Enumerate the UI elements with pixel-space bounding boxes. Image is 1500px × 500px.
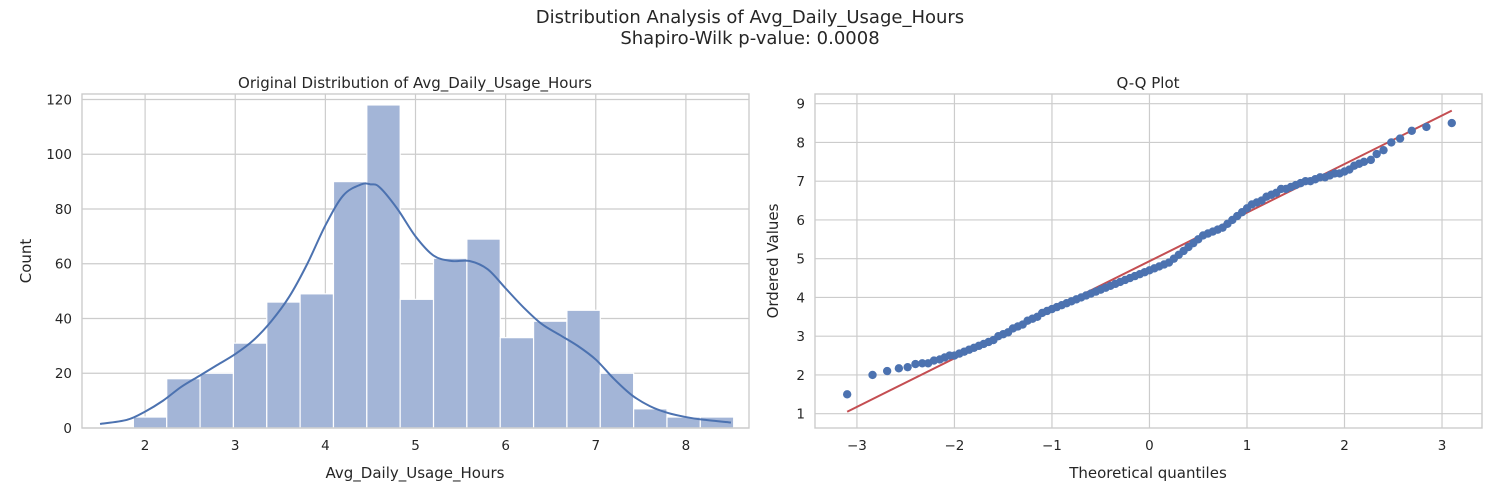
histogram-bar bbox=[432, 257, 468, 429]
histogram-bar bbox=[266, 301, 301, 429]
qq-plot-tick-labels: −3 −2 −1 0 1 2 3 1 2 3 4 5 6 7 8 9 bbox=[796, 97, 1446, 454]
histogram-x-tick-label: 8 bbox=[682, 438, 691, 454]
qq-plot-fit-line bbox=[846, 109, 1453, 413]
qq-plot-point bbox=[1379, 145, 1388, 155]
histogram-bar bbox=[299, 293, 335, 429]
histogram-bar bbox=[199, 372, 235, 429]
histogram-x-tick-label: 3 bbox=[231, 438, 240, 454]
histogram-bar bbox=[499, 337, 535, 429]
histogram-kde-line bbox=[99, 182, 732, 425]
histogram-title: Original Distribution of Avg_Daily_Usage… bbox=[238, 74, 592, 93]
histogram-bar bbox=[366, 104, 401, 429]
qq-plot-y-tick-label: 1 bbox=[796, 407, 805, 423]
histogram-x-tick-label: 6 bbox=[501, 438, 510, 454]
histogram-y-tick-label: 0 bbox=[63, 421, 72, 437]
histogram-y-tick-label: 120 bbox=[46, 92, 72, 108]
histogram-bar bbox=[332, 181, 368, 429]
histogram-x-tick-label: 5 bbox=[411, 438, 420, 454]
qq-plot-axes-border bbox=[814, 93, 1483, 429]
qq-plot-point bbox=[1359, 157, 1369, 167]
histogram-x-tick-label: 2 bbox=[141, 438, 150, 454]
histogram-axes-border bbox=[81, 93, 750, 429]
qq-plot-y-tick-label: 2 bbox=[796, 368, 805, 384]
qq-plot-y-tick-label: 6 bbox=[796, 213, 805, 229]
qq-plot-point bbox=[1387, 138, 1396, 147]
qq-plot-x-axis-label: Theoretical quantiles bbox=[1068, 464, 1227, 482]
qq-plot-point bbox=[894, 364, 904, 373]
histogram-bar bbox=[566, 309, 601, 429]
qq-plot-point bbox=[918, 359, 927, 368]
qq-plot-x-tick-label: −2 bbox=[944, 438, 964, 454]
histogram-x-tick-label: 7 bbox=[591, 438, 600, 454]
qq-plot-y-tick-label: 9 bbox=[796, 97, 805, 113]
histogram-y-tick-label: 60 bbox=[55, 257, 72, 273]
histogram-bar bbox=[399, 298, 435, 429]
histogram-y-tick-label: 100 bbox=[46, 147, 72, 163]
qq-plot-title: Q-Q Plot bbox=[1116, 74, 1179, 92]
qq-plot-point bbox=[903, 362, 912, 372]
qq-plot-point bbox=[868, 370, 877, 380]
qq-plot-y-tick-label: 7 bbox=[796, 174, 805, 190]
histogram-bars bbox=[132, 104, 735, 429]
qq-plot-x-tick-label: 0 bbox=[1145, 438, 1154, 454]
qq-plot-x-tick-label: −1 bbox=[1042, 438, 1062, 454]
figure-title-line-2: Shapiro-Wilk p-value: 0.0008 bbox=[620, 28, 880, 49]
qq-plot-point bbox=[1447, 118, 1456, 128]
qq-plot-grid bbox=[815, 94, 1482, 428]
histogram-bar bbox=[232, 342, 268, 429]
histogram-y-tick-label: 80 bbox=[55, 202, 72, 218]
histogram-bar bbox=[532, 320, 568, 429]
histogram-y-axis-label: Count bbox=[17, 239, 35, 284]
qq-plot-point bbox=[842, 390, 852, 399]
qq-plot-point bbox=[1407, 126, 1416, 136]
qq-plot-y-tick-label: 5 bbox=[796, 252, 805, 268]
qq-plot-point bbox=[1372, 149, 1381, 159]
qq-plot-y-tick-label: 4 bbox=[796, 290, 805, 306]
qq-plot-x-tick-label: 3 bbox=[1438, 438, 1447, 454]
figure-title-line-1: Distribution Analysis of Avg_Daily_Usage… bbox=[535, 7, 965, 28]
histogram-x-tick-label: 4 bbox=[321, 438, 330, 454]
histogram-x-axis-label: Avg_Daily_Usage_Hours bbox=[326, 464, 505, 483]
histogram-y-tick-label: 20 bbox=[55, 366, 72, 382]
qq-plot-reference-line bbox=[846, 109, 1453, 413]
qq-plot-point bbox=[911, 359, 920, 369]
histogram-y-tick-label: 40 bbox=[55, 311, 72, 327]
qq-plot-y-axis-label: Ordered Values bbox=[764, 203, 782, 318]
qq-plot-frame bbox=[814, 93, 1483, 429]
qq-plot-point bbox=[882, 366, 892, 376]
qq-plot-y-tick-label: 3 bbox=[796, 329, 805, 345]
qq-plot-x-tick-label: −3 bbox=[847, 438, 867, 454]
qq-plot-x-tick-label: 1 bbox=[1243, 438, 1252, 454]
qq-plot-point bbox=[1422, 122, 1431, 132]
qq-plot-point bbox=[1366, 155, 1376, 165]
qq-plot-points bbox=[842, 118, 1456, 399]
qq-plot-point bbox=[1395, 134, 1405, 143]
histogram-frame bbox=[81, 93, 750, 429]
qq-plot-y-tick-label: 8 bbox=[796, 135, 805, 151]
histogram-bar bbox=[132, 416, 168, 429]
qq-plot-x-tick-label: 2 bbox=[1340, 438, 1349, 454]
histogram-kde-curve bbox=[99, 182, 732, 425]
figure-title: Distribution Analysis of Avg_Daily_Usage… bbox=[0, 7, 1500, 49]
